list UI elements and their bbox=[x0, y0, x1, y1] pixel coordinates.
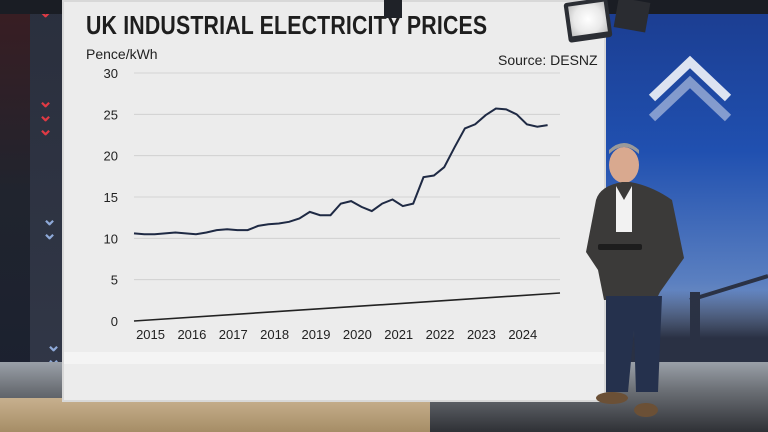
chart-title: UK INDUSTRIAL ELECTRICITY PRICES bbox=[86, 10, 488, 40]
chevron-down-icon: ⌄ bbox=[38, 119, 54, 139]
chevron-down-icon: ⌄ bbox=[38, 91, 54, 111]
presenter-jacket bbox=[586, 182, 684, 300]
presenter-shoe bbox=[634, 403, 658, 417]
x-tick-label: 2021 bbox=[384, 327, 413, 342]
gridlines bbox=[134, 72, 560, 281]
x-tick-labels: 2015 2016 2017 2018 2019 2020 2021 2022 2023 2024 bbox=[136, 327, 537, 342]
y-tick-label: 20 bbox=[104, 149, 118, 164]
y-tick-labels: 0 5 10 15 20 25 30 bbox=[104, 66, 118, 329]
chevron-down-icon: ⌄ bbox=[46, 335, 62, 355]
x-axis-line bbox=[133, 292, 561, 322]
chevron-down-icon: ⌄ bbox=[42, 223, 58, 243]
presenter-shoe bbox=[596, 392, 628, 404]
x-tick-label: 2017 bbox=[219, 327, 248, 342]
y-axis-label: Pence/kWh bbox=[86, 46, 158, 62]
y-tick-label: 0 bbox=[111, 314, 118, 329]
arrow-up-icon bbox=[648, 75, 732, 122]
y-tick-label: 30 bbox=[104, 66, 118, 81]
series-line bbox=[133, 107, 548, 236]
tablet-device bbox=[598, 244, 642, 250]
presenter-trousers bbox=[606, 296, 662, 392]
studio-camera bbox=[384, 0, 402, 18]
chart-source: Source: DESNZ bbox=[498, 52, 598, 68]
presenter-shirt bbox=[616, 186, 632, 232]
x-tick-label: 2015 bbox=[136, 327, 165, 342]
x-tick-label: 2019 bbox=[302, 327, 331, 342]
arrow-up-icon bbox=[648, 55, 732, 102]
x-tick-label: 2018 bbox=[260, 327, 289, 342]
screen-bezel bbox=[64, 352, 604, 364]
y-tick-label: 5 bbox=[111, 273, 118, 288]
x-tick-label: 2020 bbox=[343, 327, 372, 342]
x-tick-label: 2024 bbox=[508, 327, 537, 342]
chevron-down-icon: ⌄ bbox=[38, 105, 54, 125]
x-tick-label: 2016 bbox=[177, 327, 206, 342]
x-tick-label: 2023 bbox=[467, 327, 496, 342]
studio-left-panel bbox=[30, 0, 70, 432]
presenter-head bbox=[609, 147, 639, 183]
y-tick-label: 15 bbox=[104, 190, 118, 205]
y-tick-label: 10 bbox=[104, 231, 118, 246]
wood-floor bbox=[0, 398, 430, 432]
chevron-down-icon: ⌄ bbox=[42, 209, 58, 229]
chart-screen bbox=[64, 2, 604, 400]
presenter-hair bbox=[609, 143, 639, 154]
x-tick-label: 2022 bbox=[426, 327, 455, 342]
y-tick-label: 25 bbox=[104, 107, 118, 122]
